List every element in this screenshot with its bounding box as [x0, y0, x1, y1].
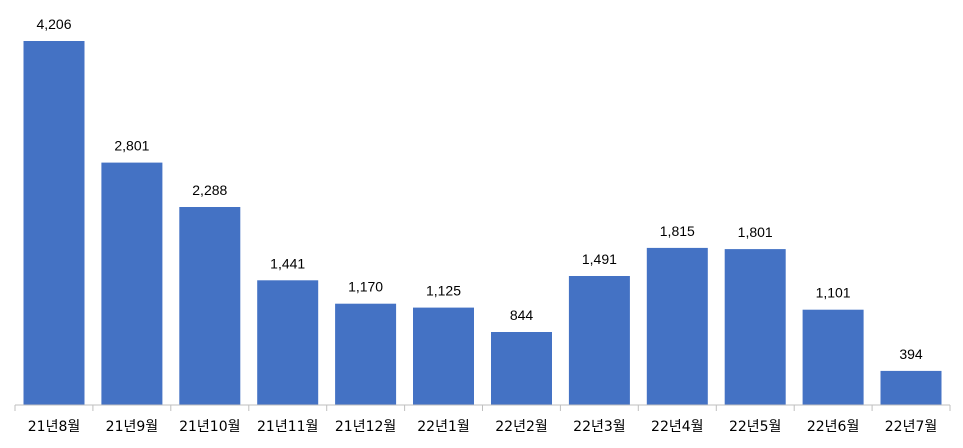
bar-7: [491, 332, 552, 405]
x-axis-ticks-group: [14, 405, 951, 411]
data-label-5: 1,170: [348, 279, 383, 295]
data-label-12: 394: [899, 346, 923, 362]
data-label-2: 2,801: [114, 138, 149, 154]
x-axis-tick-labels-group: 21년8월 21년9월 21년10월 21년11월 21년12월 22년1월 22년2월 22…: [28, 419, 937, 435]
bar-3: [179, 207, 241, 405]
bar-9: [646, 247, 708, 405]
x-tick-label-6: 22년1월: [417, 419, 469, 435]
bar-2: [101, 162, 163, 405]
bar-8: [568, 276, 630, 405]
bar-1: [23, 41, 85, 405]
bar-12: [880, 370, 942, 405]
x-tick-label-3: 21년10월: [179, 419, 240, 435]
bars-group: [23, 41, 942, 405]
bar-10: [724, 249, 786, 405]
x-tick-label-1: 21년8월: [28, 419, 80, 435]
data-label-1: 4,206: [36, 16, 71, 32]
x-tick-label-11: 22년6월: [807, 419, 859, 435]
x-tick-label-9: 22년4월: [651, 419, 703, 435]
data-label-9: 1,815: [660, 223, 695, 239]
value-labels-group: 4,206 2,801 2,288 1,441 1,170 1,125 844 1,491 1,…: [36, 16, 922, 362]
data-label-3: 2,288: [192, 182, 227, 198]
data-label-11: 1,101: [816, 285, 851, 301]
data-label-8: 1,491: [582, 251, 617, 267]
x-tick-label-5: 21년12월: [335, 419, 396, 435]
bar-5: [335, 303, 397, 405]
data-label-7: 844: [510, 307, 534, 323]
data-label-10: 1,801: [738, 224, 773, 240]
x-tick-label-10: 22년5월: [729, 419, 781, 435]
x-tick-label-12: 22년7월: [885, 419, 937, 435]
data-label-6: 1,125: [426, 283, 461, 299]
bar-4: [257, 280, 319, 405]
x-tick-label-4: 21년11월: [257, 419, 318, 435]
data-label-4: 1,441: [270, 255, 305, 271]
bar-6: [413, 307, 474, 405]
x-tick-label-2: 21년9월: [106, 419, 158, 435]
bar-11: [802, 309, 864, 405]
x-tick-label-8: 22년3월: [573, 419, 625, 435]
x-tick-label-7: 22년2월: [495, 419, 547, 435]
